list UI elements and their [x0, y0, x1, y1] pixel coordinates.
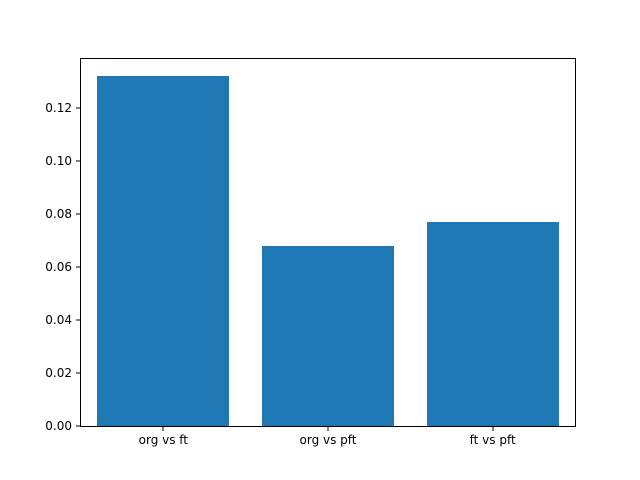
y-tick-mark — [76, 160, 80, 162]
y-tick-label: 0.02 — [45, 366, 72, 381]
plot-area: 0.00 0.02 0.04 0.06 0.08 0.10 0.12 org vs ft org… — [45, 58, 576, 446]
y-tick-label: 0.08 — [45, 207, 72, 222]
y-tick-label: 0.06 — [45, 260, 72, 275]
bar-org-vs-pft — [262, 245, 394, 426]
x-tick-mark — [162, 427, 164, 431]
y-tick-mark — [76, 107, 80, 109]
bar-org-vs-ft — [97, 76, 230, 426]
y-tick-label: 0.12 — [45, 101, 72, 116]
x-tick-mark — [492, 427, 494, 431]
y-tick-mark — [76, 266, 80, 268]
x-tick-label: org vs ft — [138, 433, 189, 447]
y-tick-label: 0.00 — [45, 419, 72, 433]
y-tick-mark — [76, 425, 80, 427]
y-tick-mark — [76, 319, 80, 321]
y-tick-mark — [76, 372, 80, 374]
x-tick-mark — [327, 427, 329, 431]
bar-ft-vs-pft — [426, 222, 559, 426]
y-tick-label: 0.04 — [45, 313, 72, 328]
y-tick-mark — [76, 213, 80, 215]
y-tick-label: 0.10 — [45, 154, 72, 169]
x-tick-label: org vs pft — [299, 433, 357, 447]
x-tick-label: ft vs pft — [469, 433, 516, 447]
